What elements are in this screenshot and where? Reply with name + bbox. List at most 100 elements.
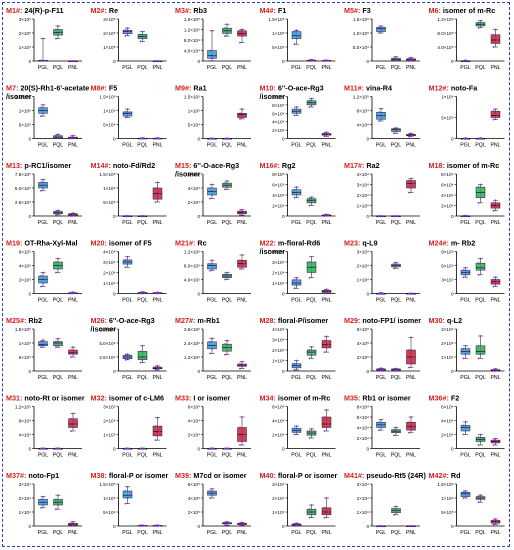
y-tick-label: 0 <box>28 59 31 64</box>
data-point <box>310 504 313 506</box>
data-point <box>494 442 497 444</box>
panel-title: M27#: m-Rb1 <box>175 316 220 325</box>
x-tick-label: PGL <box>460 375 470 381</box>
data-point <box>323 289 326 292</box>
data-point <box>239 522 241 525</box>
data-point <box>408 349 410 351</box>
data-point <box>308 197 311 200</box>
data-point <box>464 59 467 62</box>
panel-name: OT-Rha-Xyl-Mal <box>24 239 77 248</box>
x-tick-label: PQL <box>222 220 232 226</box>
panel-name: F1 <box>278 6 286 15</box>
data-point <box>72 346 74 349</box>
data-point <box>141 291 144 293</box>
panel-name: m-floral-Rd6 <box>278 239 320 248</box>
data-point <box>42 187 44 189</box>
x-tick-label: PNL <box>68 143 78 149</box>
x-tick-label: PGL <box>207 220 217 226</box>
y-tick-label: 5×10⁴ <box>103 123 115 128</box>
data-point <box>464 430 467 432</box>
data-point <box>139 137 142 140</box>
data-point <box>55 261 57 263</box>
data-point <box>226 271 228 274</box>
box-PGL <box>207 50 217 59</box>
data-point <box>156 59 159 62</box>
data-point <box>462 276 465 279</box>
data-point <box>327 511 330 513</box>
y-tick-label: 2×10⁴ <box>357 193 369 198</box>
y-tick-label: 1×10⁶ <box>441 496 453 501</box>
data-point <box>57 212 59 215</box>
data-point <box>72 426 74 429</box>
data-point <box>479 335 482 337</box>
data-point <box>393 428 395 431</box>
panel-id: M17#: <box>344 161 364 170</box>
data-point <box>72 292 74 295</box>
data-point <box>154 368 157 371</box>
data-point <box>211 259 213 262</box>
y-tick-label: 0 <box>366 447 369 452</box>
data-point <box>128 494 131 497</box>
data-point <box>492 278 495 281</box>
panel-id: M25#: <box>6 316 26 325</box>
data-point <box>226 186 228 189</box>
data-point <box>496 204 499 207</box>
data-point <box>393 132 395 135</box>
data-point <box>325 347 328 349</box>
data-point <box>209 137 211 140</box>
y-tick-label: 1×10⁵ <box>272 31 284 36</box>
panel-title: M23: q-L9 <box>344 239 378 248</box>
x-tick-label: PGL <box>207 65 217 71</box>
data-point <box>308 516 311 519</box>
data-point <box>293 196 296 199</box>
data-point <box>323 292 326 295</box>
data-point <box>128 30 131 33</box>
data-point <box>42 37 44 40</box>
data-point <box>412 182 414 185</box>
x-tick-label: PNL <box>68 453 78 459</box>
data-point <box>72 291 74 293</box>
data-point <box>74 60 76 62</box>
x-tick-label: PQL <box>475 453 485 459</box>
data-point <box>70 356 72 358</box>
y-tick-label: 1.5×10⁵ <box>184 95 200 100</box>
data-point <box>477 501 480 504</box>
panel-title: M3#: Rb3 <box>175 6 207 15</box>
data-point <box>154 425 157 427</box>
data-point <box>466 271 469 274</box>
data-point <box>297 191 300 194</box>
panel-title: M34: isomer of m-Rc <box>260 394 331 403</box>
data-point <box>308 106 311 108</box>
data-point <box>308 261 311 263</box>
data-point <box>241 440 243 443</box>
x-tick-label: PGL <box>207 298 217 304</box>
data-point <box>295 276 298 279</box>
data-point <box>325 59 328 62</box>
panel-title: M12#: noto-Fa <box>429 84 479 93</box>
data-point <box>213 264 215 267</box>
data-point <box>57 209 59 212</box>
y-tick-label: 4×10⁴ <box>272 120 284 125</box>
data-point <box>55 213 57 216</box>
data-point <box>293 369 296 371</box>
data-point <box>410 56 412 59</box>
data-point <box>70 60 72 62</box>
panel-title: M36#: F2 <box>429 394 460 403</box>
data-point <box>124 215 127 217</box>
panel-name: noto-Fp1 <box>28 471 59 480</box>
y-tick-label: 1×10⁴ <box>272 281 284 286</box>
data-point <box>492 519 495 522</box>
data-point <box>57 257 59 260</box>
y-tick-label: 3×10⁵ <box>19 17 31 22</box>
panel-M11: M11#: vina-R4 0 4×10⁴ 8×10⁴ 1.2×10⁵ PGL PQL PNL <box>344 84 420 149</box>
x-tick-label: PNL <box>321 298 331 304</box>
data-point <box>325 134 328 137</box>
panel-id: M38: <box>91 471 107 480</box>
panel-title: M4#: F1 <box>260 6 287 15</box>
data-point <box>139 524 142 527</box>
data-point <box>124 116 127 119</box>
panel-M38: M38: floral-P or isomer 0 5×10⁴ 1×10⁵ 1.5×10⁵… <box>91 471 169 536</box>
y-tick-label: 0 <box>113 447 116 452</box>
data-point <box>124 259 127 261</box>
data-point <box>42 178 44 181</box>
